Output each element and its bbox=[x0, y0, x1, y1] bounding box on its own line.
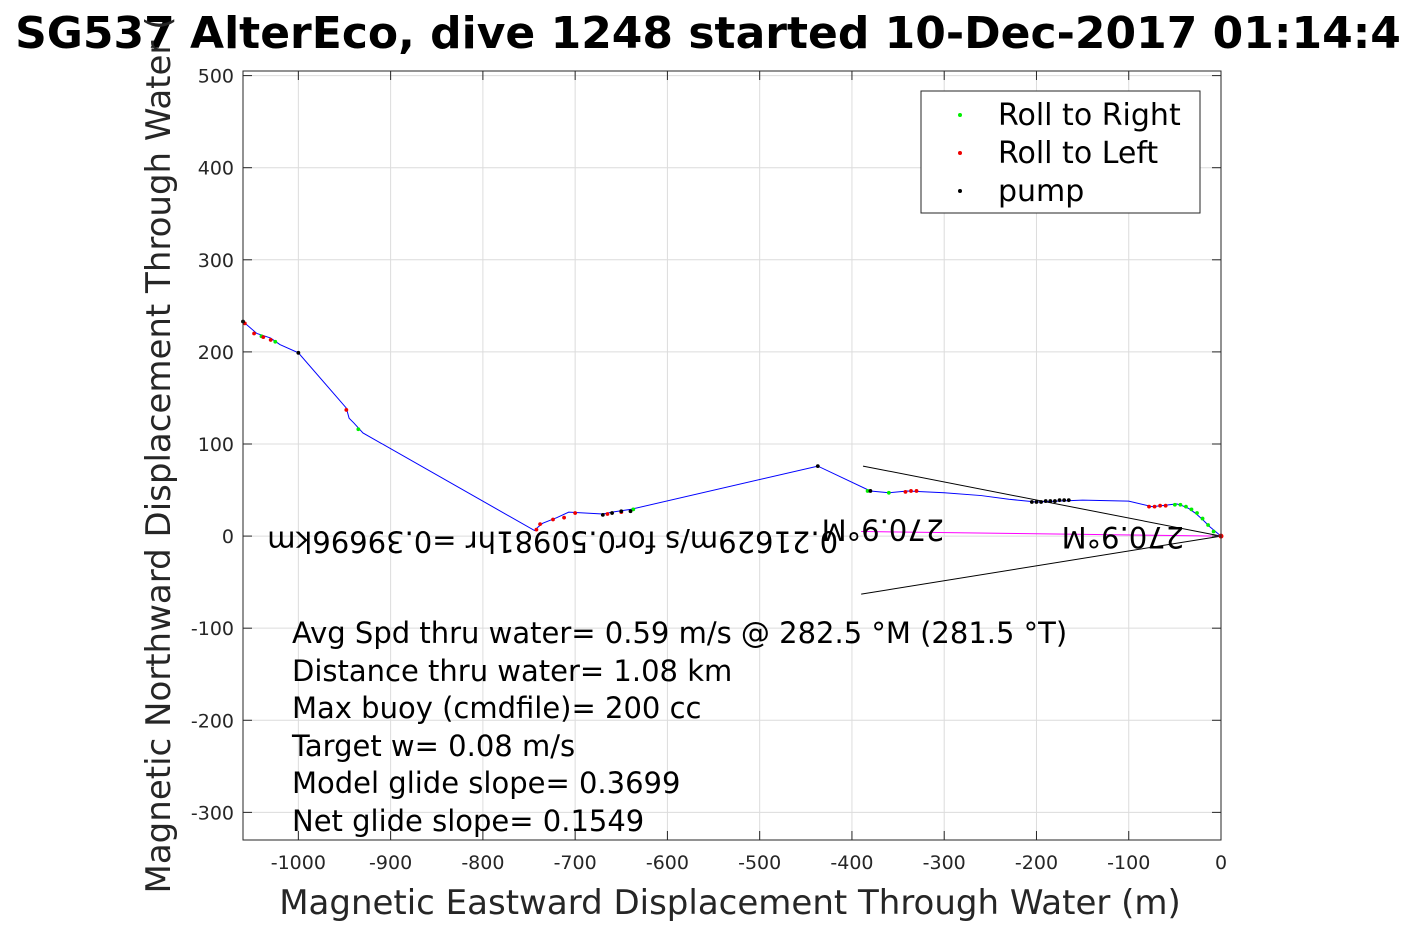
roll-right-point bbox=[1200, 516, 1205, 521]
y-tick-label: -100 bbox=[191, 618, 234, 640]
roll-right-point bbox=[1195, 511, 1199, 515]
current-heading-label-2: 270.9°M bbox=[822, 513, 945, 547]
y-tick-label: 300 bbox=[198, 250, 234, 272]
data-layer bbox=[241, 319, 1224, 595]
roll-right-point bbox=[1172, 502, 1177, 507]
chart-title: SG537 AlterEco, dive 1248 started 10-Dec… bbox=[15, 8, 1401, 59]
x-tick-label: 0 bbox=[1215, 852, 1227, 874]
roll-left-point bbox=[1152, 504, 1157, 509]
pump-point bbox=[1039, 500, 1043, 504]
y-tick-label: 0 bbox=[222, 526, 234, 548]
x-tick-label: -700 bbox=[554, 852, 597, 874]
annotation-avg-speed: Avg Spd thru water= 0.59 m/s @ 282.5 °M … bbox=[292, 616, 1067, 650]
roll-right-point bbox=[356, 427, 361, 432]
heading-reference-line bbox=[861, 535, 1222, 595]
annotation-target-w: Target w= 0.08 m/s bbox=[291, 729, 575, 763]
y-axis-label: Magnetic Northward Displacement Through … bbox=[139, 17, 179, 894]
roll-left-point bbox=[914, 489, 919, 493]
current-vector-line bbox=[861, 530, 1222, 537]
x-tick-label: -1000 bbox=[271, 852, 326, 874]
pump-point bbox=[628, 509, 633, 514]
roll-left-point bbox=[573, 511, 578, 515]
legend: Roll to Right Roll to Left pump bbox=[920, 90, 1201, 214]
pump-point bbox=[1057, 498, 1062, 503]
x-tick-label: -900 bbox=[369, 852, 412, 874]
annotation-model-glide: Model glide slope= 0.3699 bbox=[292, 766, 680, 800]
annotation-distance: Distance thru water= 1.08 km bbox=[292, 654, 732, 688]
pump-point bbox=[296, 350, 301, 355]
x-tick-label: -100 bbox=[1107, 852, 1150, 874]
x-tick-label: -300 bbox=[923, 852, 966, 874]
roll-right-point bbox=[273, 339, 278, 344]
annotation-max-buoy: Max buoy (cmdfile)= 200 cc bbox=[292, 691, 701, 725]
annotation-net-glide: Net glide slope= 0.1549 bbox=[292, 804, 644, 838]
roll-right-point bbox=[1189, 507, 1194, 512]
plot-frame bbox=[242, 70, 1222, 841]
roll-right-point bbox=[631, 507, 636, 512]
pump-point bbox=[868, 489, 873, 493]
legend-marker-roll-right bbox=[958, 113, 962, 117]
pump-point bbox=[1062, 498, 1067, 503]
pump-point bbox=[610, 511, 614, 515]
y-tick-label: 400 bbox=[198, 158, 234, 180]
legend-label-roll-left: Roll to Left bbox=[998, 136, 1158, 171]
roll-right-point bbox=[1178, 502, 1183, 507]
current-heading-label: 270.9°M bbox=[1062, 520, 1185, 554]
pump-point bbox=[1043, 499, 1048, 503]
roll-left-point bbox=[903, 489, 908, 494]
pump-point bbox=[1048, 499, 1053, 503]
pump-point bbox=[1029, 500, 1034, 504]
roll-left-point bbox=[1163, 503, 1168, 508]
legend-marker-pump bbox=[958, 189, 962, 193]
pump-point bbox=[1066, 498, 1071, 503]
roll-left-point bbox=[551, 517, 555, 522]
roll-left-point bbox=[268, 338, 273, 342]
roll-left-point bbox=[562, 515, 566, 520]
x-axis-label: Magnetic Eastward Displacement Through W… bbox=[279, 883, 1181, 923]
roll-left-point bbox=[344, 408, 349, 412]
y-tick-label: -200 bbox=[191, 710, 234, 732]
roll-right-point bbox=[886, 490, 891, 495]
roll-right-point bbox=[1211, 529, 1216, 534]
roll-left-point bbox=[261, 335, 266, 340]
pump-point bbox=[1053, 499, 1057, 503]
x-tick-label: -200 bbox=[1015, 852, 1058, 874]
pump-point bbox=[815, 464, 820, 468]
roll-right-point bbox=[865, 489, 870, 493]
y-tick-label: 500 bbox=[198, 66, 234, 88]
roll-left-point bbox=[252, 331, 256, 336]
stats-annotations: Avg Spd thru water= 0.59 m/s @ 282.5 °M … bbox=[291, 616, 1067, 838]
legend-marker-roll-left bbox=[958, 151, 962, 155]
legend-label-roll-right: Roll to Right bbox=[998, 98, 1181, 133]
roll-right-point bbox=[1184, 504, 1188, 509]
roll-right-point bbox=[1206, 523, 1210, 527]
current-speed-label: 0.21629m/s for0.50981hr =0.39696km bbox=[267, 524, 838, 558]
axis-ticks: -1000 -900 -800 -700 -600 -500 -400 -300 -200 -10… bbox=[191, 66, 1227, 874]
pump-point bbox=[619, 509, 624, 514]
x-tick-label: -600 bbox=[646, 852, 689, 874]
roll-left-point bbox=[534, 527, 539, 532]
y-tick-label: 200 bbox=[198, 342, 234, 364]
pump-point bbox=[600, 513, 605, 517]
current-labels: 0.21629m/s for0.50981hr =0.39696km 270.9… bbox=[267, 513, 1184, 559]
legend-label-pump: pump bbox=[998, 174, 1084, 209]
x-tick-label: -400 bbox=[830, 852, 873, 874]
roll-left-point bbox=[605, 512, 610, 516]
y-tick-label: 100 bbox=[198, 434, 234, 456]
roll-left-point bbox=[1147, 504, 1151, 509]
legend-box bbox=[920, 90, 1201, 214]
x-tick-label: -800 bbox=[461, 852, 504, 874]
y-tick-label: -300 bbox=[191, 802, 234, 824]
roll-left-point bbox=[1158, 503, 1163, 508]
x-tick-label: -500 bbox=[738, 852, 781, 874]
roll-left-point bbox=[538, 522, 542, 527]
pump-point bbox=[1034, 500, 1039, 504]
roll-left-point bbox=[909, 489, 913, 493]
